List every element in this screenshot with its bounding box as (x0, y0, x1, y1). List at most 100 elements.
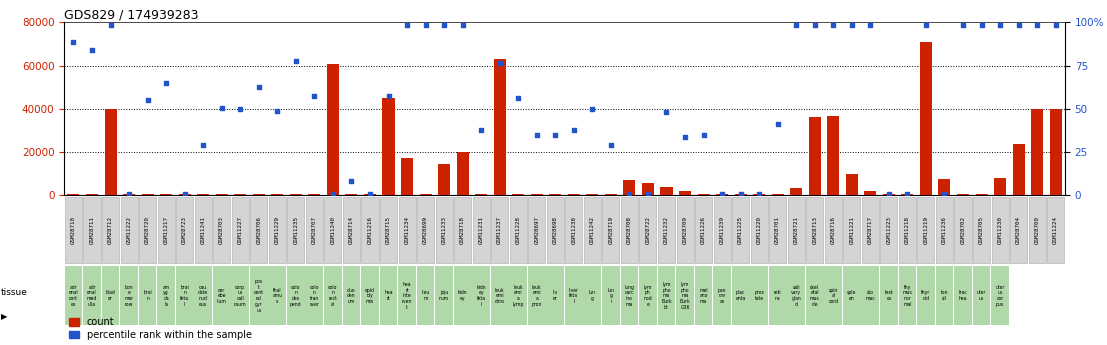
Bar (973, 266, 991, 325)
Bar (639, 266, 656, 325)
Bar (102, 266, 120, 325)
Point (324, 191, 342, 197)
Text: GSM28716: GSM28716 (830, 216, 836, 244)
Bar (623, 180, 635, 195)
Text: GSM28709: GSM28709 (683, 216, 687, 244)
Bar (509, 197, 527, 263)
Point (399, 22, 416, 27)
Bar (751, 266, 768, 325)
Bar (862, 197, 879, 263)
Bar (271, 194, 283, 195)
Bar (846, 175, 858, 195)
Bar (68, 194, 80, 195)
Bar (290, 194, 302, 195)
Bar (530, 194, 542, 195)
Bar (287, 266, 304, 325)
Point (416, 22, 434, 27)
Bar (732, 197, 749, 263)
Bar (547, 266, 565, 325)
Bar (139, 197, 156, 263)
Bar (197, 194, 209, 195)
Text: corp
us
call
osum: corp us call osum (234, 285, 247, 307)
Bar (992, 197, 1008, 263)
Bar (416, 266, 434, 325)
Bar (454, 266, 472, 325)
Text: GSM11228: GSM11228 (516, 216, 520, 244)
Bar (324, 197, 341, 263)
Text: sto
mac: sto mac (866, 290, 876, 301)
Bar (714, 197, 731, 263)
Bar (83, 197, 101, 263)
Text: cer
ebe
llum: cer ebe llum (217, 287, 227, 304)
Bar (157, 266, 175, 325)
Text: brai
n
feta
l: brai n feta l (180, 285, 189, 307)
Text: GSM11216: GSM11216 (368, 216, 372, 244)
Bar (195, 266, 213, 325)
Text: GSM28720: GSM28720 (145, 216, 151, 244)
Bar (732, 266, 749, 325)
Bar (178, 194, 190, 195)
Bar (214, 197, 230, 263)
Bar (83, 266, 101, 325)
Text: GSM28703: GSM28703 (219, 216, 225, 244)
Bar (1031, 109, 1043, 195)
Bar (1010, 197, 1027, 263)
Bar (417, 197, 434, 263)
Text: lym
pho
ma
Burk
itt: lym pho ma Burk itt (661, 282, 672, 310)
Text: skel
etal
mus
cle: skel etal mus cle (810, 285, 819, 307)
Point (676, 134, 694, 139)
Bar (438, 164, 451, 195)
Point (769, 121, 787, 127)
Point (787, 22, 805, 27)
Text: hea
rt
inte
rven
t: hea rt inte rven t (402, 282, 412, 310)
Text: colo
n
des
pend: colo n des pend (290, 285, 301, 307)
Text: GSM11237: GSM11237 (497, 216, 503, 244)
Text: GSM28721: GSM28721 (794, 216, 799, 244)
Bar (399, 197, 415, 263)
Bar (195, 197, 211, 263)
Text: sali
vary
glan
d: sali vary glan d (792, 285, 801, 307)
Text: GSM11222: GSM11222 (126, 216, 132, 244)
Point (547, 132, 565, 137)
Bar (735, 194, 746, 195)
Bar (176, 197, 194, 263)
Point (935, 191, 953, 197)
Bar (587, 194, 599, 195)
Bar (454, 197, 472, 263)
Point (658, 109, 675, 115)
Text: GSM11240: GSM11240 (330, 216, 335, 244)
Text: GSM28718: GSM28718 (461, 216, 465, 244)
Text: GSM28711: GSM28711 (90, 216, 94, 244)
Bar (751, 197, 767, 263)
Bar (973, 197, 990, 263)
Bar (269, 197, 286, 263)
Bar (456, 152, 468, 195)
Bar (676, 266, 694, 325)
Text: GSM28699: GSM28699 (423, 216, 428, 244)
Text: GSM28719: GSM28719 (609, 216, 613, 244)
Point (195, 142, 213, 148)
Bar (475, 194, 487, 195)
Point (83, 48, 101, 53)
Bar (250, 197, 267, 263)
Point (1010, 22, 1027, 27)
Text: jeju
num: jeju num (439, 290, 449, 301)
Bar (917, 266, 934, 325)
Bar (362, 197, 379, 263)
Bar (697, 194, 710, 195)
Text: cau
date
nucl
eus: cau date nucl eus (198, 285, 208, 307)
Bar (324, 266, 342, 325)
Text: GSM28712: GSM28712 (108, 216, 113, 244)
Bar (401, 158, 413, 195)
Bar (825, 197, 841, 263)
Bar (473, 266, 490, 325)
Text: ton
sil: ton sil (941, 290, 949, 301)
Text: liv
er: liv er (552, 290, 558, 301)
Legend: count, percentile rank within the sample: count, percentile rank within the sample (69, 317, 251, 340)
Bar (865, 190, 877, 195)
Text: test
es: test es (884, 290, 893, 301)
Text: reti
na: reti na (774, 290, 782, 301)
Bar (566, 197, 582, 263)
Bar (306, 197, 323, 263)
Point (361, 191, 379, 197)
